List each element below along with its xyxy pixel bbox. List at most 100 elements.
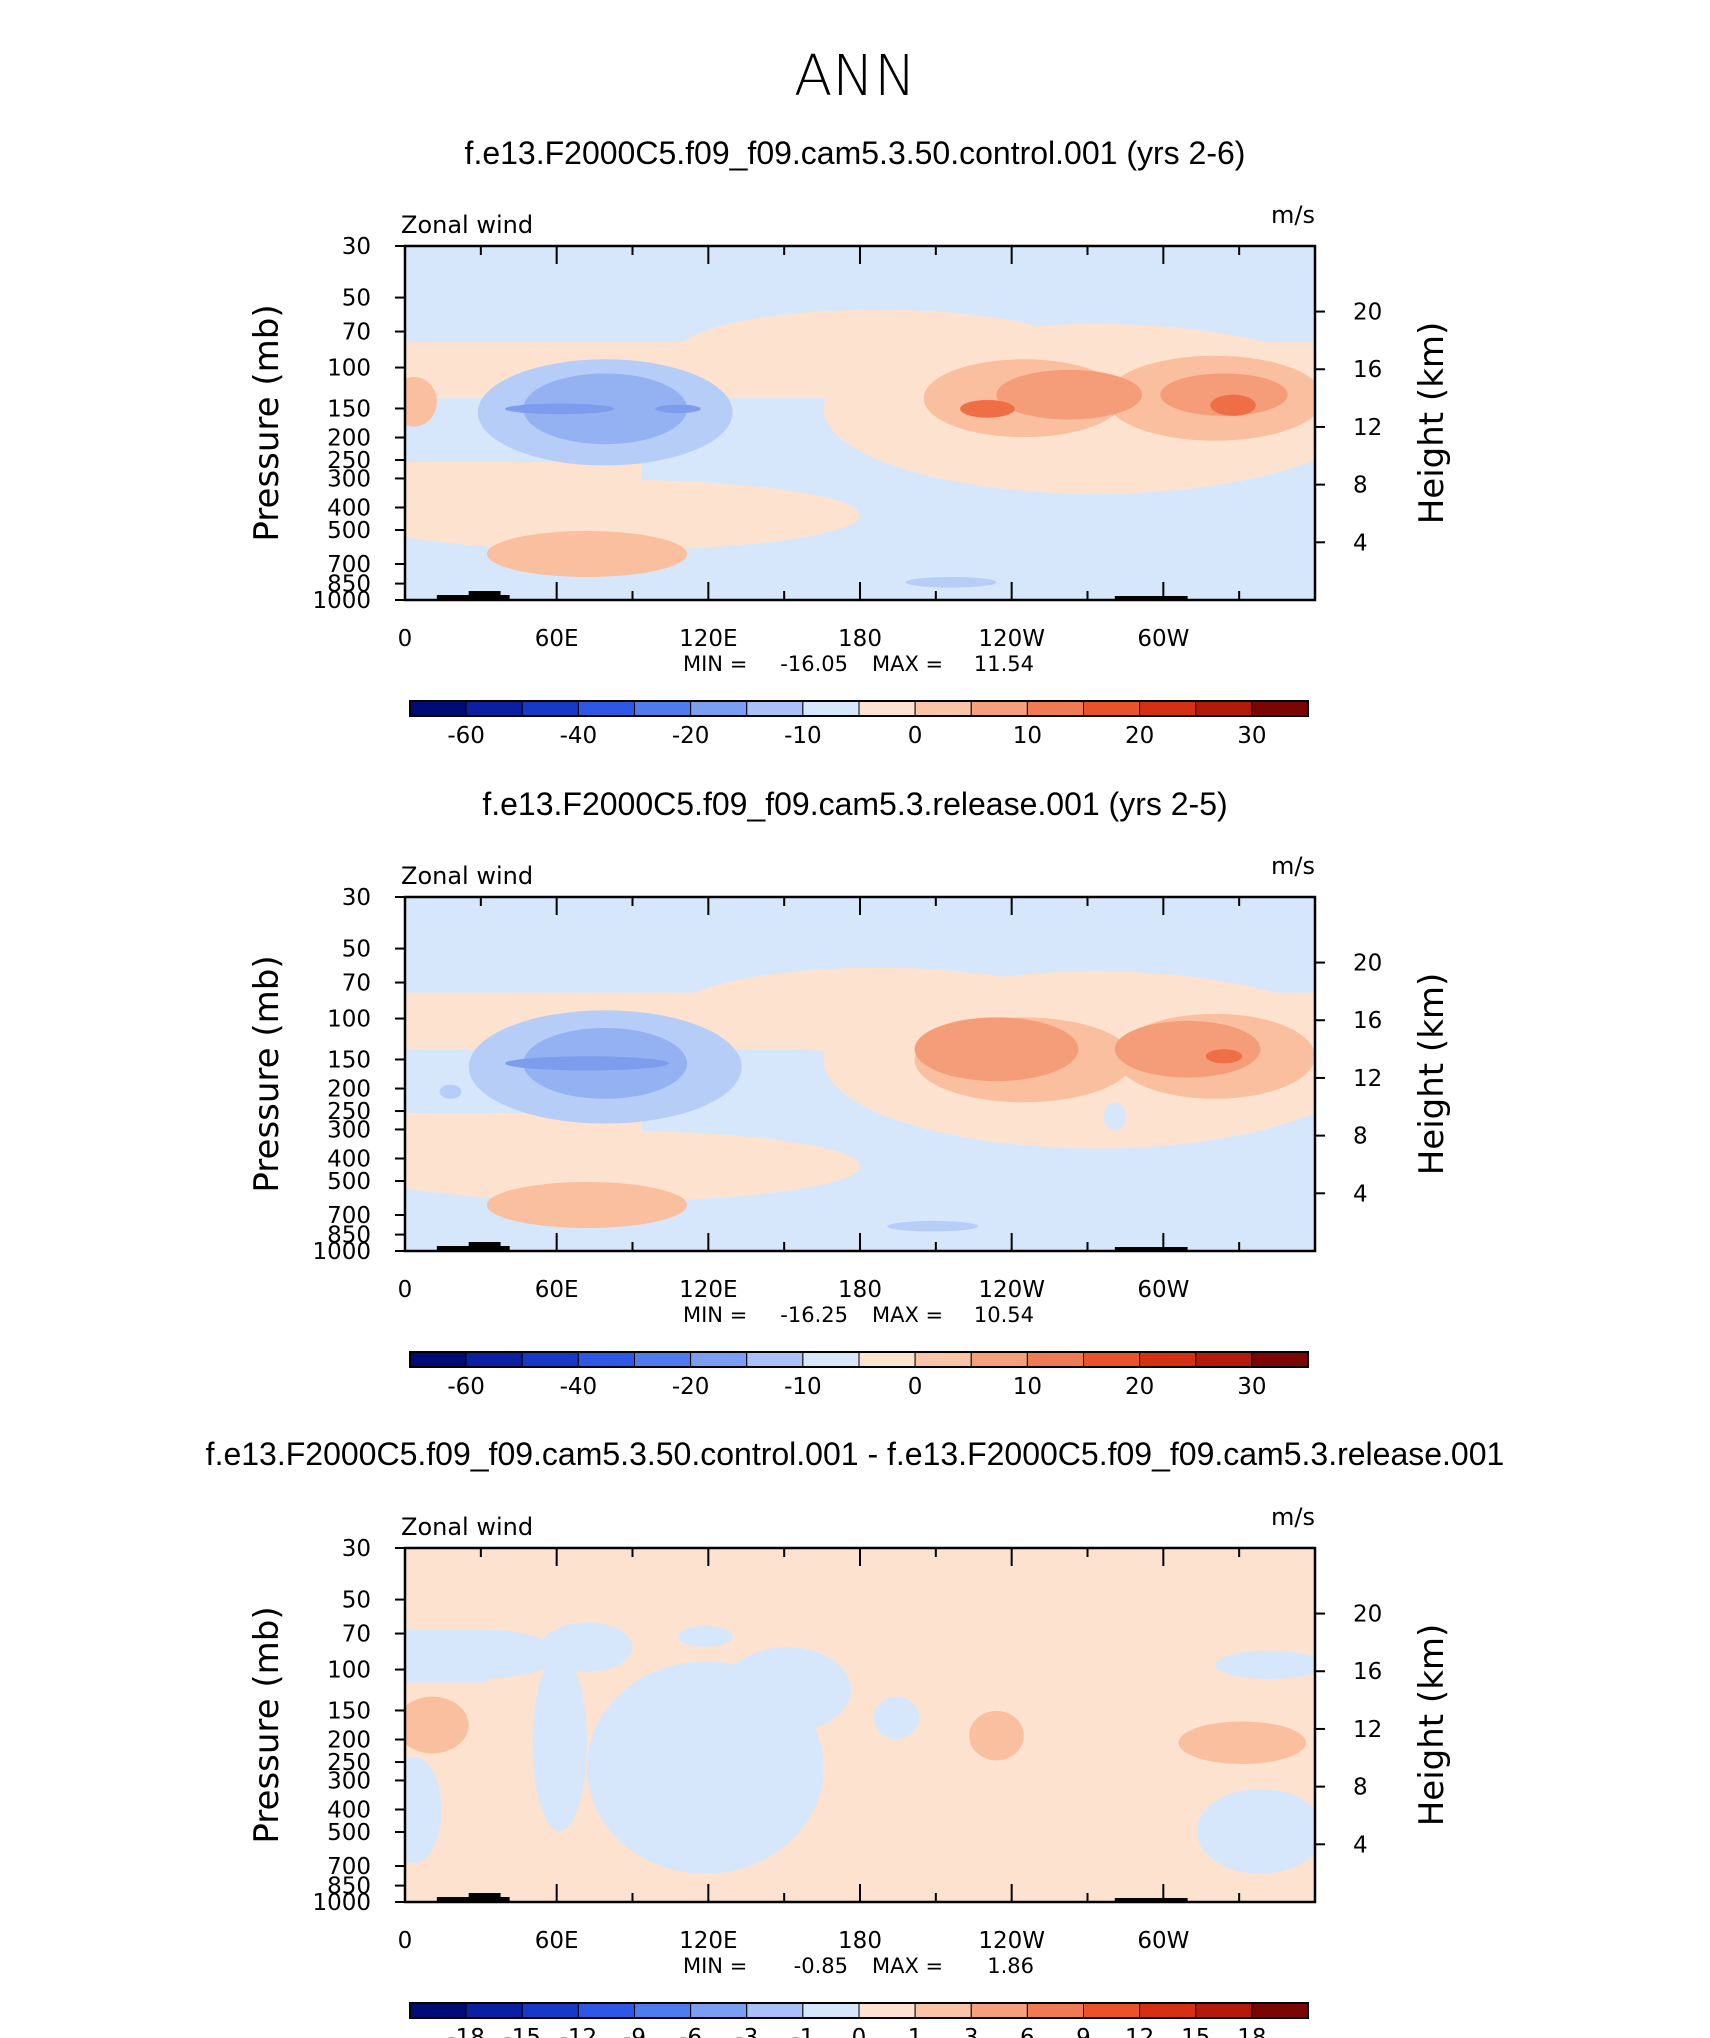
contour-region: [723, 1647, 851, 1733]
colorbar-label: 9: [1076, 2025, 1091, 2038]
y2-tick-label: 8: [1353, 1775, 1368, 1801]
colorbar-label: -18: [447, 2025, 485, 2038]
units-label: m/s: [1271, 201, 1315, 229]
contour-region: [405, 1756, 442, 1864]
contour-region: [405, 376, 437, 427]
colorbar-swatch: [802, 700, 860, 717]
colorbar-swatch: [858, 1351, 916, 1368]
y2-axis-title: Height (km): [1412, 1624, 1452, 1827]
contour-field: [405, 1548, 1315, 1902]
colorbar-swatch: [970, 2002, 1028, 2019]
x-tick-label: 120W: [978, 1277, 1045, 1303]
y-tick-label: 50: [342, 1588, 371, 1614]
y-tick-label: 1000: [312, 1239, 371, 1265]
y-axis-title: Pressure (mb): [247, 955, 287, 1192]
y-tick-label: 200: [327, 1077, 371, 1103]
figure-title: ANN: [794, 44, 916, 109]
y2-tick-label: 16: [1353, 357, 1382, 383]
colorbar-frame: [409, 700, 1309, 717]
y-tick-label: 1000: [312, 588, 371, 614]
contour-region: [486, 530, 688, 577]
min-label: MIN =: [683, 652, 747, 676]
y2-axis-title: Height (km): [1412, 322, 1452, 525]
panel-title: f.e13.F2000C5.f09_f09.cam5.3.50.control.…: [465, 135, 1246, 171]
y-tick-label: 150: [327, 396, 371, 422]
min-value: -0.85: [794, 1954, 848, 1978]
y-tick-label: 100: [327, 1658, 371, 1684]
colorbar-label: -6: [679, 2025, 702, 2038]
max-label: MAX =: [872, 1954, 943, 1978]
y-tick-label: 70: [342, 320, 371, 346]
min-value: -16.25: [780, 1303, 848, 1327]
y2-tick-label: 20: [1353, 1602, 1382, 1628]
colorbar-swatch: [1083, 1351, 1141, 1368]
contour-region: [405, 479, 860, 551]
y-tick-label: 850: [327, 1874, 371, 1900]
colorbar-swatch: [1026, 700, 1084, 717]
topography: [468, 1242, 501, 1251]
x-tick-label: 60W: [1137, 626, 1189, 652]
colorbar-swatch: [521, 700, 579, 717]
colorbar-frame: [409, 2002, 1309, 2019]
y-tick-label: 100: [327, 356, 371, 382]
colorbar-label: -10: [784, 1374, 822, 1400]
contour-region: [887, 1220, 979, 1232]
colorbar-swatch: [465, 2002, 523, 2019]
max-label: MAX =: [872, 1303, 943, 1327]
x-tick-label: 180: [838, 1277, 882, 1303]
x-tick-label: 0: [398, 626, 413, 652]
contour-region: [1178, 1721, 1306, 1764]
colorbar-label: 30: [1237, 1374, 1266, 1400]
y-tick-label: 700: [327, 1854, 371, 1880]
colorbar-label: 0: [852, 2025, 867, 2038]
colorbar-label: -12: [560, 2025, 598, 2038]
colorbar-label: -40: [560, 723, 598, 749]
y-tick-label: 250: [327, 448, 371, 474]
y-tick-label: 700: [327, 552, 371, 578]
contour-region: [1114, 1020, 1261, 1078]
colorbar-swatch: [1083, 700, 1141, 717]
y-axis-title: Pressure (mb): [247, 304, 287, 541]
colorbar-swatch: [1026, 2002, 1084, 2019]
colorbar-swatch: [914, 1351, 972, 1368]
x-tick-label: 180: [838, 626, 882, 652]
y-tick-label: 850: [327, 572, 371, 598]
colorbar-label: -10: [784, 723, 822, 749]
colorbar-swatch: [521, 1351, 579, 1368]
max-value: 10.54: [974, 1303, 1034, 1327]
contour-region: [1210, 394, 1256, 416]
min-value: -16.05: [780, 652, 848, 676]
y-tick-label: 500: [327, 518, 371, 544]
contour-region: [505, 1056, 669, 1071]
colorbar-swatch: [746, 1351, 804, 1368]
colorbar-swatch: [690, 2002, 748, 2019]
x-tick-label: 0: [398, 1277, 413, 1303]
y2-tick-label: 4: [1353, 1181, 1368, 1207]
colorbar-label: 6: [1020, 2025, 1035, 2038]
x-tick-label: 120E: [679, 1928, 737, 1954]
contour-region: [405, 1629, 560, 1679]
colorbar-label: 15: [1181, 2025, 1210, 2038]
panel-3: f.e13.F2000C5.f09_f09.cam5.3.50.control.…: [206, 1436, 1505, 2038]
contour-region: [960, 399, 1015, 418]
colorbar-swatch: [1139, 1351, 1197, 1368]
colorbar-swatch: [914, 2002, 972, 2019]
variable-label: Zonal wind: [401, 1513, 533, 1541]
colorbar-label: 20: [1125, 1374, 1154, 1400]
colorbar-label: -1: [791, 2025, 814, 2038]
contour-region: [1205, 1049, 1243, 1064]
colorbar-label: 12: [1125, 2025, 1154, 2038]
topography: [468, 1893, 501, 1902]
colorbar-swatch: [577, 700, 635, 717]
contour-region: [1214, 1650, 1315, 1679]
colorbar-swatch: [970, 700, 1028, 717]
y-tick-label: 200: [327, 1728, 371, 1754]
y-tick-label: 30: [342, 885, 371, 911]
y2-tick-label: 4: [1353, 530, 1368, 556]
y-tick-label: 250: [327, 1750, 371, 1776]
y2-tick-label: 8: [1353, 473, 1368, 499]
y-tick-label: 500: [327, 1169, 371, 1195]
colorbar-swatch: [858, 700, 916, 717]
y-tick-label: 50: [342, 286, 371, 312]
colorbar-label: 3: [964, 2025, 979, 2038]
